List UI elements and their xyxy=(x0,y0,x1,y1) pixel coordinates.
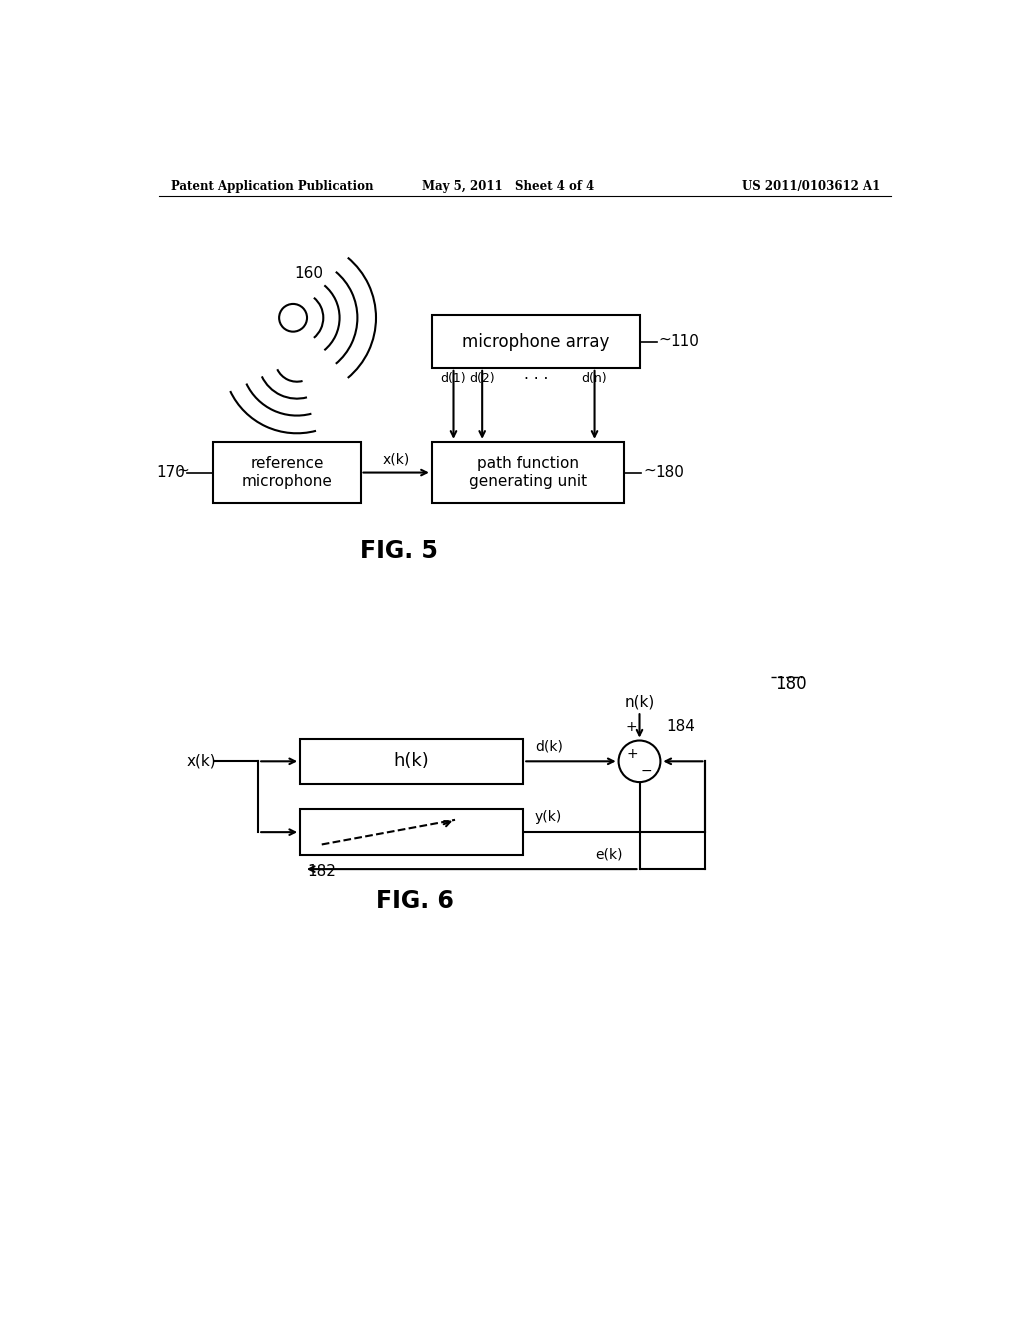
Text: 110: 110 xyxy=(671,334,699,350)
Text: ~: ~ xyxy=(643,463,656,478)
Text: FIG. 6: FIG. 6 xyxy=(376,890,454,913)
Text: d(k): d(k) xyxy=(535,739,563,754)
Text: path function
generating unit: path function generating unit xyxy=(469,457,587,488)
Text: May 5, 2011   Sheet 4 of 4: May 5, 2011 Sheet 4 of 4 xyxy=(422,181,594,194)
FancyBboxPatch shape xyxy=(432,442,624,503)
Text: 184: 184 xyxy=(667,719,695,734)
Text: 180: 180 xyxy=(655,465,684,480)
Text: 170: 170 xyxy=(157,465,185,480)
Text: n(k): n(k) xyxy=(625,694,654,710)
Text: d(1): d(1) xyxy=(440,372,466,384)
FancyBboxPatch shape xyxy=(432,315,640,368)
Text: h(k): h(k) xyxy=(394,752,429,771)
Text: ~: ~ xyxy=(176,463,188,478)
Text: x(k): x(k) xyxy=(383,453,410,466)
Circle shape xyxy=(618,741,660,781)
FancyBboxPatch shape xyxy=(300,739,523,784)
Text: US 2011/0103612 A1: US 2011/0103612 A1 xyxy=(741,181,880,194)
Text: Patent Application Publication: Patent Application Publication xyxy=(171,181,373,194)
Text: · · ·: · · · xyxy=(524,372,549,387)
Text: 182: 182 xyxy=(307,865,336,879)
FancyBboxPatch shape xyxy=(213,442,360,503)
FancyBboxPatch shape xyxy=(300,809,523,855)
Text: −: − xyxy=(641,763,652,777)
Text: 180: 180 xyxy=(775,675,807,693)
Text: y(k): y(k) xyxy=(535,810,562,825)
Text: FIG. 5: FIG. 5 xyxy=(360,539,438,564)
Text: d(n): d(n) xyxy=(582,372,607,384)
Text: +: + xyxy=(626,719,637,734)
Text: d(2): d(2) xyxy=(469,372,495,384)
Text: +: + xyxy=(627,747,638,762)
Text: 160: 160 xyxy=(294,265,324,281)
Text: e(k): e(k) xyxy=(595,847,623,862)
Text: reference
microphone: reference microphone xyxy=(242,457,333,488)
Text: ~: ~ xyxy=(658,331,672,347)
Text: microphone array: microphone array xyxy=(462,333,609,351)
Text: x(k): x(k) xyxy=(186,754,216,768)
